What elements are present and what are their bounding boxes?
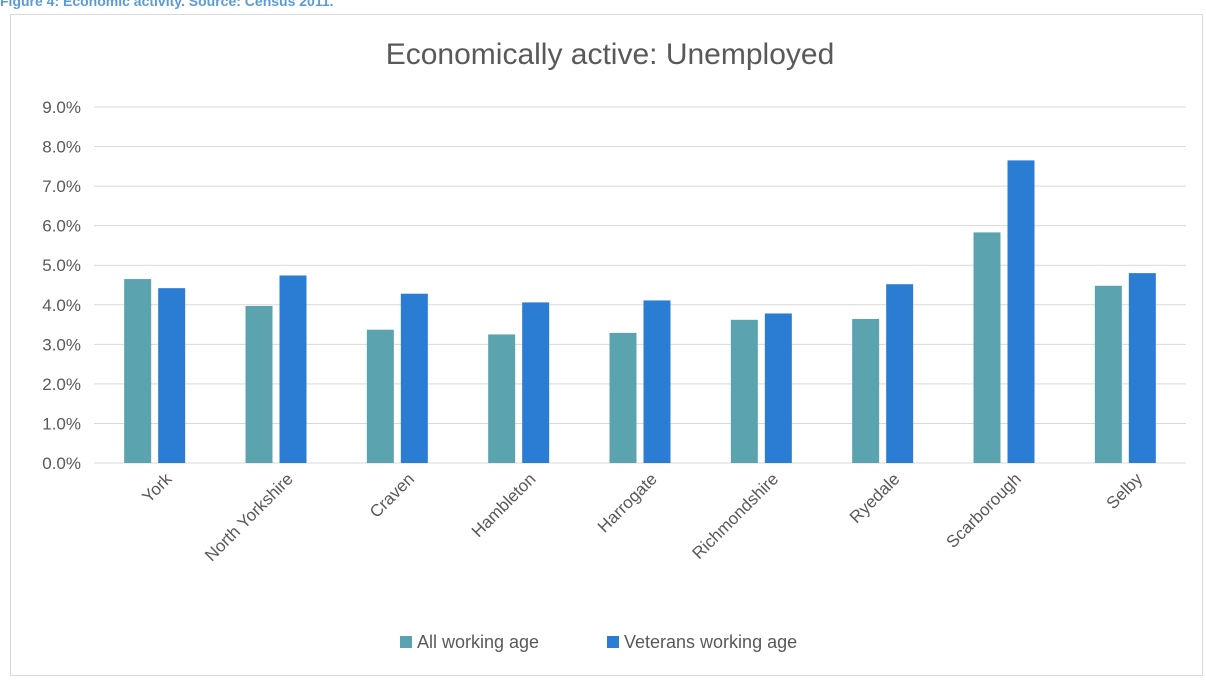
bars [124,160,1156,463]
legend-label-all: All working age [417,632,539,652]
legend-label-veterans: Veterans working age [624,632,797,652]
chart-frame [10,14,1203,676]
bar-veterans [400,293,428,463]
bar-veterans [279,275,307,463]
category-label: Scarborough [943,469,1025,551]
legend-swatch-veterans [607,636,619,648]
legend: All working age Veterans working age [400,632,797,652]
y-tick-label: 2.0% [42,375,81,394]
bar-veterans [886,284,914,463]
category-label: Ryedale [846,469,904,527]
y-axis-ticks: 0.0% 1.0% 2.0% 3.0% 4.0% 5.0% 6.0% 7.0% 8.0% 9.0% [42,98,81,473]
bar-veterans [522,302,550,463]
category-label: Harrogate [594,469,661,536]
category-label: Hambleton [468,469,540,541]
y-tick-label: 3.0% [42,335,81,354]
bar-all [609,332,637,463]
gridlines [94,106,1186,464]
chart-title: Economically active: Unemployed [386,38,835,71]
y-tick-label: 0.0% [42,454,81,473]
bar-all [973,232,1001,463]
bar-veterans [158,288,186,463]
y-tick-label: 4.0% [42,296,81,315]
category-label: Craven [366,469,418,521]
figure-caption: Figure 4: Economic activity. Source: Cen… [0,0,334,9]
category-label: North Yorkshire [201,469,297,565]
x-axis-categories: York North Yorkshire Craven Hambleton Harrog… [138,469,1146,565]
category-label: Selby [1103,469,1147,513]
bar-veterans [1007,160,1035,463]
bar-all [488,334,516,463]
bar-veterans [1128,273,1156,463]
bar-veterans [764,313,792,463]
bar-all [1094,285,1122,463]
y-tick-label: 5.0% [42,256,81,275]
bar-all [730,319,758,463]
legend-swatch-all [400,636,412,648]
bar-veterans [643,300,671,463]
bar-all [366,329,394,463]
y-tick-label: 7.0% [42,177,81,196]
y-tick-label: 9.0% [42,98,81,117]
bar-all [852,319,880,463]
category-label: York [138,469,175,506]
bar-all [124,279,152,463]
y-tick-label: 6.0% [42,217,81,236]
y-tick-label: 8.0% [42,138,81,157]
y-tick-label: 1.0% [42,414,81,433]
bar-all [245,305,273,463]
category-label: Richmondshire [689,469,783,563]
